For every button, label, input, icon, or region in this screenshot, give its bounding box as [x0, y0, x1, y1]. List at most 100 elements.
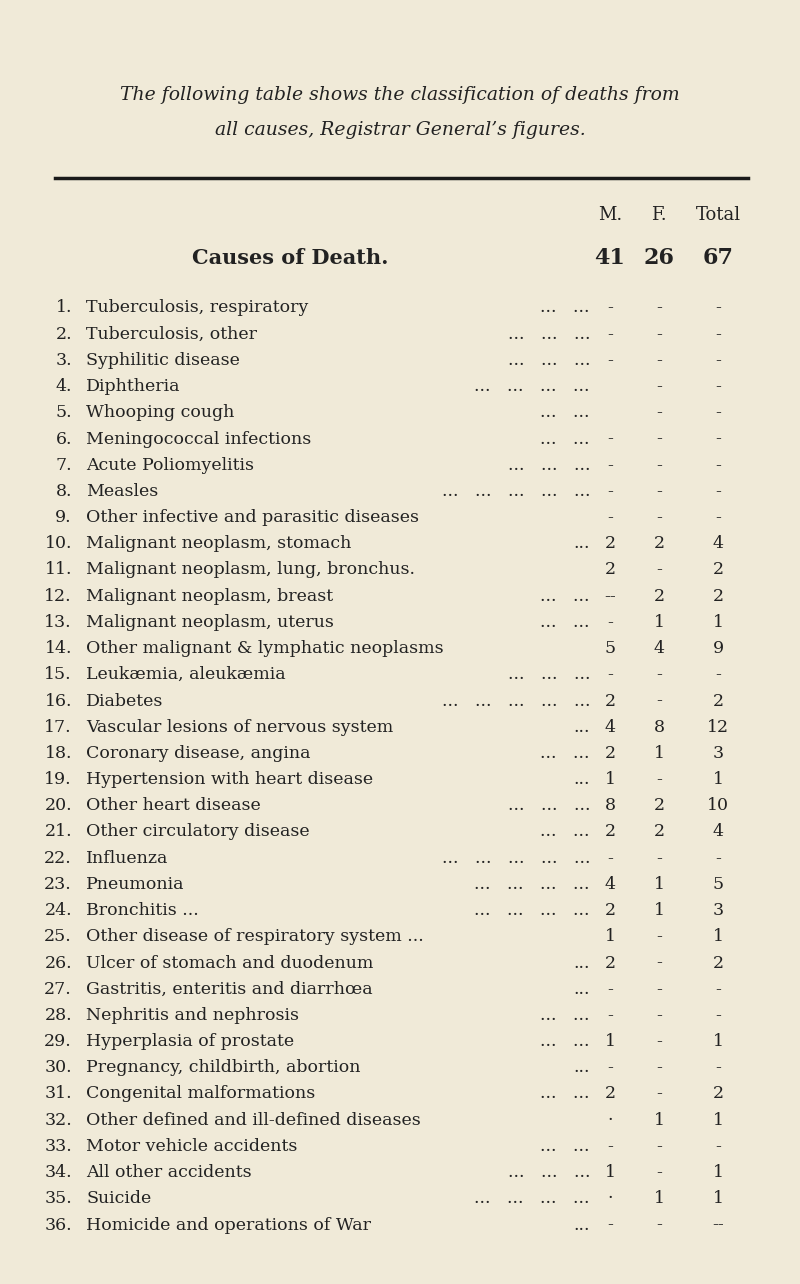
Text: The following table shows the classification of deaths from: The following table shows the classifica…: [120, 86, 680, 104]
Text: -: -: [656, 928, 662, 945]
Text: -: -: [656, 430, 662, 448]
Text: ...   ...   ...: ... ... ...: [507, 666, 590, 683]
Text: 2: 2: [654, 588, 665, 605]
Text: Pregnancy, childbirth, abortion: Pregnancy, childbirth, abortion: [86, 1059, 361, 1076]
Text: 1: 1: [605, 1165, 615, 1181]
Text: -: -: [715, 352, 721, 369]
Text: -: -: [607, 1138, 613, 1154]
Text: 41: 41: [594, 247, 626, 270]
Text: 15.: 15.: [44, 666, 72, 683]
Text: -: -: [656, 1059, 662, 1076]
Text: -: -: [715, 483, 721, 499]
Text: 21.: 21.: [44, 823, 72, 841]
Text: 2: 2: [713, 954, 723, 972]
Text: -: -: [656, 1165, 662, 1181]
Text: 19.: 19.: [44, 772, 72, 788]
Text: 26: 26: [643, 247, 674, 270]
Text: 9.: 9.: [55, 508, 72, 526]
Text: 2: 2: [605, 823, 615, 841]
Text: 4: 4: [654, 641, 665, 657]
Text: Coronary disease, angina: Coronary disease, angina: [86, 745, 310, 761]
Text: 8: 8: [605, 797, 615, 814]
Text: -: -: [607, 666, 613, 683]
Text: ...   ...: ... ...: [541, 430, 590, 448]
Text: Malignant neoplasm, lung, bronchus.: Malignant neoplasm, lung, bronchus.: [86, 561, 415, 579]
Text: 6.: 6.: [55, 430, 72, 448]
Text: 5: 5: [605, 641, 615, 657]
Text: ...   ...   ...   ...   ...: ... ... ... ... ...: [442, 850, 590, 867]
Text: 20.: 20.: [44, 797, 72, 814]
Text: Tuberculosis, respiratory: Tuberculosis, respiratory: [86, 299, 308, 316]
Text: 2: 2: [605, 745, 615, 761]
Text: 1.: 1.: [55, 299, 72, 316]
Text: Other circulatory disease: Other circulatory disease: [86, 823, 310, 841]
Text: 2: 2: [605, 692, 615, 710]
Text: 4: 4: [605, 719, 615, 736]
Text: Other heart disease: Other heart disease: [86, 797, 261, 814]
Text: 34.: 34.: [44, 1165, 72, 1181]
Text: Congenital malformations: Congenital malformations: [86, 1085, 315, 1103]
Text: 8.: 8.: [55, 483, 72, 499]
Text: all causes, Registrar General’s figures.: all causes, Registrar General’s figures.: [214, 121, 586, 139]
Text: 2: 2: [654, 535, 665, 552]
Text: M.: M.: [598, 205, 622, 223]
Text: Vascular lesions of nervous system: Vascular lesions of nervous system: [86, 719, 394, 736]
Text: Other disease of respiratory system ...: Other disease of respiratory system ...: [86, 928, 424, 945]
Text: Suicide: Suicide: [86, 1190, 151, 1207]
Text: Hypertension with heart disease: Hypertension with heart disease: [86, 772, 373, 788]
Text: ...   ...: ... ...: [541, 745, 590, 761]
Text: ...   ...: ... ...: [541, 1034, 590, 1050]
Text: -: -: [607, 457, 613, 474]
Text: 32.: 32.: [44, 1112, 72, 1129]
Text: 3.: 3.: [55, 352, 72, 369]
Text: 24.: 24.: [44, 903, 72, 919]
Text: Total: Total: [695, 205, 741, 223]
Text: 28.: 28.: [44, 1007, 72, 1023]
Text: -: -: [607, 1007, 613, 1023]
Text: 26.: 26.: [44, 954, 72, 972]
Text: 1: 1: [654, 745, 665, 761]
Text: 67: 67: [702, 247, 734, 270]
Text: 31.: 31.: [44, 1085, 72, 1103]
Text: -: -: [607, 326, 613, 343]
Text: Acute Poliomyelitis: Acute Poliomyelitis: [86, 457, 254, 474]
Text: 1: 1: [654, 614, 665, 630]
Text: 4: 4: [605, 876, 615, 892]
Text: 2: 2: [654, 823, 665, 841]
Text: -: -: [656, 1216, 662, 1234]
Text: ·: ·: [607, 1190, 613, 1207]
Text: -: -: [715, 457, 721, 474]
Text: 14.: 14.: [45, 641, 72, 657]
Text: 13.: 13.: [44, 614, 72, 630]
Text: ...   ...: ... ...: [541, 823, 590, 841]
Text: -: -: [656, 508, 662, 526]
Text: 2: 2: [605, 561, 615, 579]
Text: -: -: [607, 1216, 613, 1234]
Text: -: -: [715, 666, 721, 683]
Text: ...   ...   ...: ... ... ...: [507, 352, 590, 369]
Text: Syphilitic disease: Syphilitic disease: [86, 352, 240, 369]
Text: 27.: 27.: [44, 981, 72, 998]
Text: -: -: [715, 1138, 721, 1154]
Text: 2: 2: [605, 903, 615, 919]
Text: Malignant neoplasm, uterus: Malignant neoplasm, uterus: [86, 614, 334, 630]
Text: -: -: [607, 483, 613, 499]
Text: 1: 1: [605, 928, 615, 945]
Text: -: -: [656, 457, 662, 474]
Text: F.: F.: [651, 205, 667, 223]
Text: -: -: [656, 483, 662, 499]
Text: 1: 1: [713, 928, 723, 945]
Text: Homicide and operations of War: Homicide and operations of War: [86, 1216, 371, 1234]
Text: ...   ...   ...   ...   ...: ... ... ... ... ...: [442, 483, 590, 499]
Text: Other malignant & lymphatic neoplasms: Other malignant & lymphatic neoplasms: [86, 641, 444, 657]
Text: ...   ...   ...   ...   ...: ... ... ... ... ...: [442, 692, 590, 710]
Text: -: -: [715, 981, 721, 998]
Text: -: -: [656, 692, 662, 710]
Text: Bronchitis ...: Bronchitis ...: [86, 903, 198, 919]
Text: 2.: 2.: [55, 326, 72, 343]
Text: Diabetes: Diabetes: [86, 692, 163, 710]
Text: -: -: [656, 326, 662, 343]
Text: All other accidents: All other accidents: [86, 1165, 252, 1181]
Text: Motor vehicle accidents: Motor vehicle accidents: [86, 1138, 298, 1154]
Text: -: -: [607, 352, 613, 369]
